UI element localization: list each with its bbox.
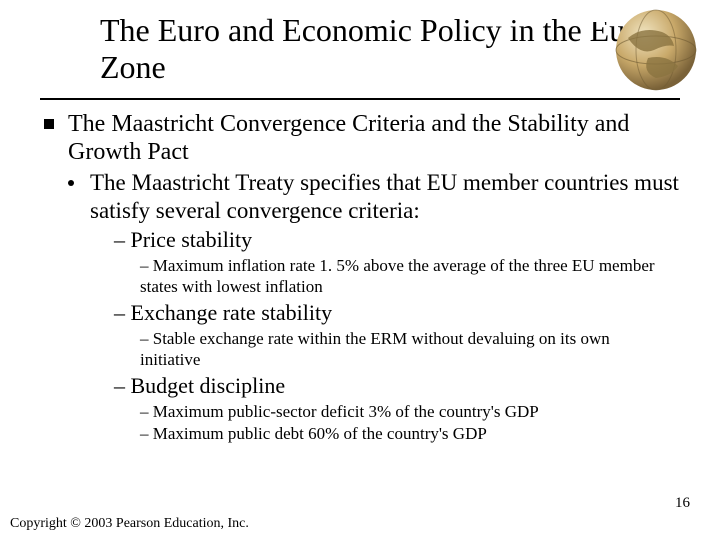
l1-text: The Maastricht Convergence Criteria and …	[68, 110, 680, 168]
bullet-level-2: The Maastricht Treaty specifies that EU …	[68, 169, 680, 224]
criterion-detail: – Maximum public debt 60% of the country…	[140, 423, 680, 444]
l2-text: The Maastricht Treaty specifies that EU …	[90, 169, 680, 224]
title-underline	[40, 98, 680, 100]
copyright-text: Copyright © 2003 Pearson Education, Inc.	[10, 516, 249, 532]
criterion-detail: – Maximum inflation rate 1. 5% above the…	[140, 255, 680, 298]
dot-bullet-icon	[68, 180, 74, 186]
criterion-detail: – Stable exchange rate within the ERM wi…	[140, 328, 680, 371]
criterion-title: – Budget discipline	[114, 372, 680, 400]
slide-header: The Euro and Economic Policy in the Euro…	[0, 0, 720, 94]
criterion-detail: – Maximum public-sector deficit 3% of th…	[140, 401, 680, 422]
criterion-title: – Exchange rate stability	[114, 299, 680, 327]
bullet-level-1: The Maastricht Convergence Criteria and …	[44, 110, 680, 168]
slide-content: The Maastricht Convergence Criteria and …	[0, 110, 720, 445]
page-number: 16	[675, 495, 690, 512]
square-bullet-icon	[44, 119, 54, 129]
criterion-title: – Price stability	[114, 226, 680, 254]
globe-icon	[588, 2, 708, 92]
